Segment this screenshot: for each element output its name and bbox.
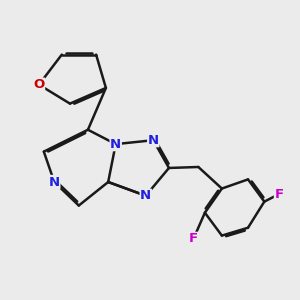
Text: F: F <box>274 188 284 201</box>
Text: N: N <box>140 189 151 202</box>
Text: O: O <box>33 78 45 91</box>
Text: N: N <box>49 176 60 188</box>
Text: N: N <box>148 134 159 147</box>
Text: N: N <box>110 138 121 151</box>
Text: F: F <box>189 232 198 245</box>
